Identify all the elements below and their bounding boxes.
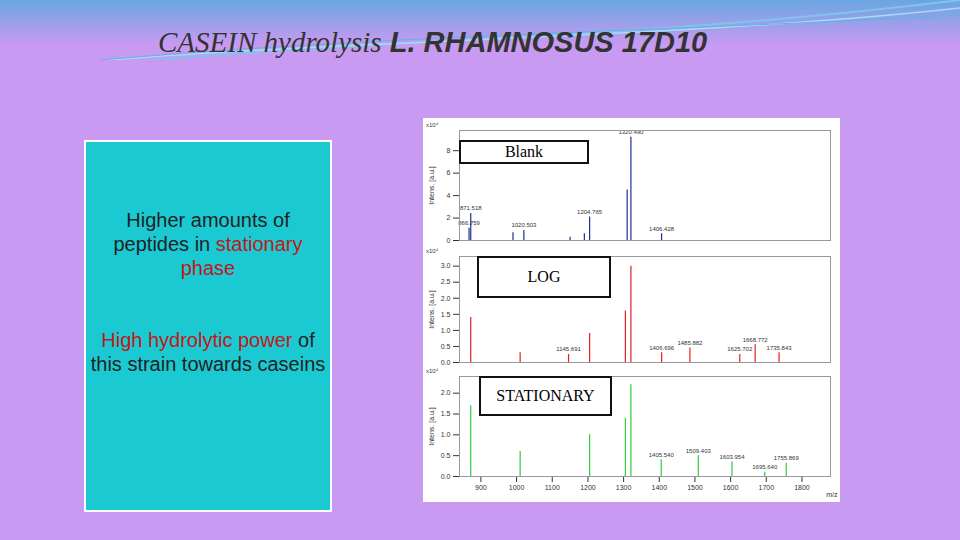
html-text:CASEIN hydrolysis L. RHAMNOSUS: CASEIN hydrolysis L. RHAMNOSUS 17D10 [158,26,708,58]
svg-text:1485.882: 1485.882 [677,340,703,346]
svg-text:1500: 1500 [687,484,703,491]
svg-text:0.0: 0.0 [441,473,451,480]
svg-text:1200: 1200 [580,484,596,491]
svg-text:2.5: 2.5 [441,278,451,285]
svg-text:1405.540: 1405.540 [649,452,675,458]
svg-text:m/z: m/z [826,491,838,498]
svg-text:2.0: 2.0 [441,294,451,301]
svg-text:1145.691: 1145.691 [556,346,581,352]
svg-text:1020.503: 1020.503 [511,222,537,228]
svg-text:1204.765: 1204.765 [577,209,603,215]
svg-text:0.5: 0.5 [441,452,451,459]
html-text:x10⁴: x10⁴ [426,122,439,128]
svg-text:900: 900 [475,484,487,491]
html-text:Blank: Blank [504,143,544,160]
svg-text:1406.696: 1406.696 [649,345,675,351]
svg-text:1320.490: 1320.490 [618,129,644,136]
svg-text:8: 8 [447,147,451,154]
svg-text:1800: 1800 [794,484,810,491]
svg-text:Intens. [a.u.]: Intens. [a.u.] [428,166,436,205]
svg-text:1603.954: 1603.954 [720,454,746,460]
html-text:LOG: LOG [527,268,561,285]
svg-text:1.5: 1.5 [441,311,451,318]
svg-text:1.0: 1.0 [441,431,451,438]
html-text:x10⁴: x10⁴ [426,368,439,374]
svg-text:1400: 1400 [651,484,667,491]
svg-text:1000: 1000 [509,484,525,491]
svg-text:6: 6 [447,169,451,176]
svg-text:2: 2 [447,214,451,221]
svg-text:Intens. [a.u.]: Intens. [a.u.] [428,290,436,329]
svg-text:1625.702: 1625.702 [727,346,753,352]
svg-text:1695.640: 1695.640 [752,464,778,470]
svg-text:871.518: 871.518 [460,205,482,211]
svg-text:0.5: 0.5 [441,343,451,350]
svg-text:1100: 1100 [545,484,560,491]
html-text:Higher amounts of peptides in: Higher amounts of peptides in stationary… [113,209,303,279]
svg-text:866.759: 866.759 [458,220,480,226]
svg-text:1.5: 1.5 [441,410,451,417]
svg-text:0.0: 0.0 [441,359,451,366]
svg-text:1755.869: 1755.869 [774,455,800,461]
svg-text:4: 4 [447,192,451,199]
html-text:x10⁴: x10⁴ [426,248,439,254]
svg-text:2.0: 2.0 [441,389,451,396]
svg-text:1668.772: 1668.772 [743,337,769,343]
html-text:STATIONARY: STATIONARY [496,387,595,404]
svg-text:1.0: 1.0 [441,327,451,334]
svg-text:1406.428: 1406.428 [649,226,675,232]
svg-text:1300: 1300 [616,484,632,491]
svg-text:1735.843: 1735.843 [767,345,793,351]
svg-text:0: 0 [447,237,451,244]
svg-text:Intens. [a.u.]: Intens. [a.u.] [428,407,436,446]
svg-text:1600: 1600 [723,484,739,491]
svg-text:1700: 1700 [758,484,774,491]
svg-text:1509.403: 1509.403 [686,448,712,454]
svg-text:3.0: 3.0 [441,262,451,269]
html-text:High hydrolytic power of this: High hydrolytic power of this strain tow… [90,329,326,375]
